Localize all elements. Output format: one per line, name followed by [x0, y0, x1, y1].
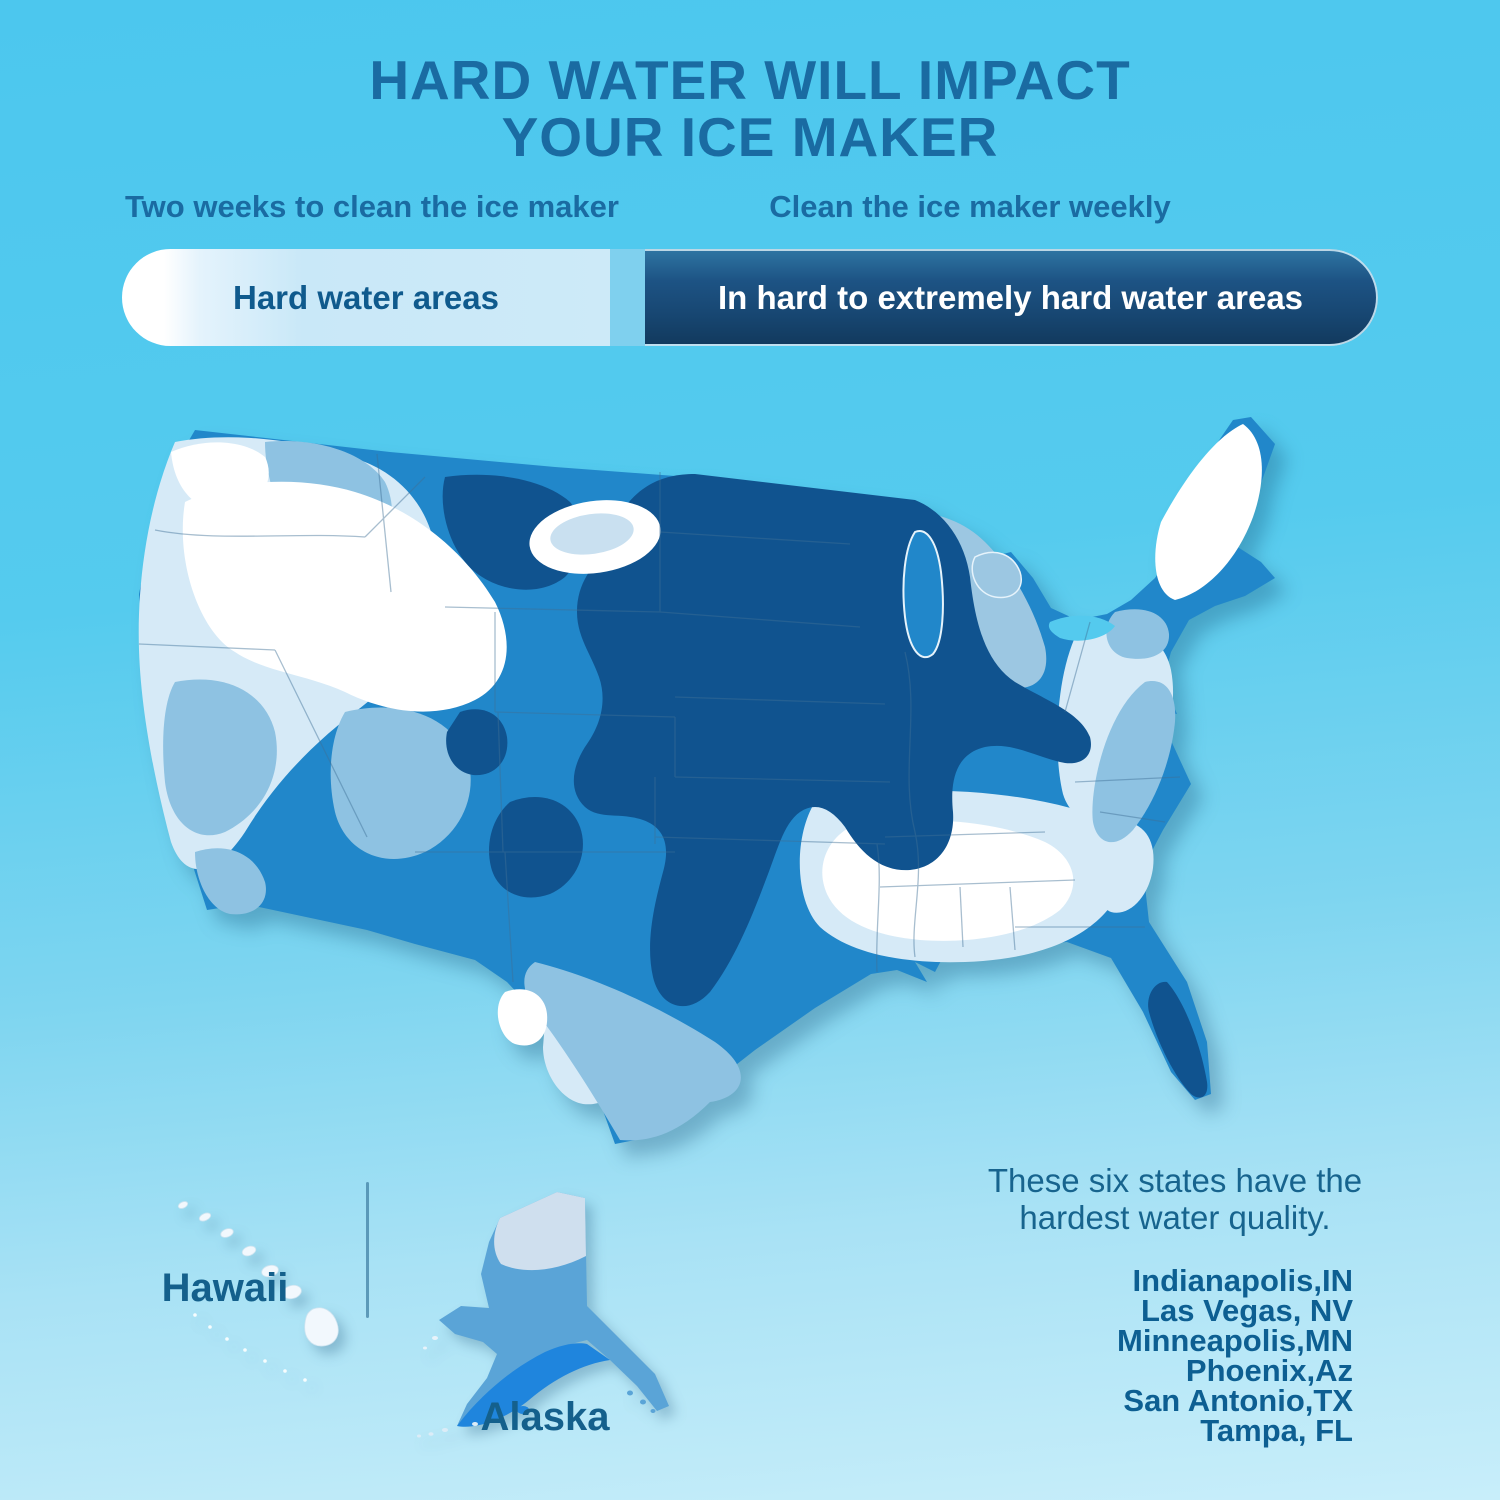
- page-title-line2: YOUR ICE MAKER: [501, 106, 999, 168]
- alaska-south-vivid: [457, 1343, 610, 1427]
- footer-heading-line2: hardest water quality.: [1019, 1199, 1331, 1236]
- inset-divider-line: [366, 1182, 369, 1318]
- alaska-north-pale: [494, 1192, 586, 1271]
- lake-michigan: [902, 530, 944, 659]
- hardness-legend-bar: Hard water areas In hard to extremely ha…: [122, 249, 1378, 346]
- legend-segment-hard-label: Hard water areas: [233, 278, 499, 316]
- hawaii-inset-map: [177, 1201, 339, 1382]
- city-list-item: Tampa, FL: [1200, 1413, 1353, 1448]
- great-lakes: [902, 530, 1115, 659]
- city-list-item: Las Vegas, NV: [1141, 1293, 1353, 1328]
- footer-heading: These six states have the hardest water …: [945, 1162, 1405, 1236]
- hawaii-trailing-islets: [193, 1313, 307, 1382]
- montana-white-oval: [529, 500, 661, 574]
- city-list-item: Indianapolis,IN: [1132, 1263, 1353, 1298]
- legend-segment-hard: Hard water areas: [122, 249, 610, 346]
- city-list-item: Minneapolis,MN: [1117, 1323, 1353, 1358]
- alaska-islands: [417, 1336, 656, 1438]
- legend-segment-separator: [610, 249, 645, 346]
- alaska-inset-map: [417, 1192, 669, 1438]
- lake-erie: [1048, 615, 1115, 641]
- page-title: HARD WATER WILL IMPACT YOUR ICE MAKER: [0, 52, 1500, 166]
- page-title-line1: HARD WATER WILL IMPACT: [369, 49, 1131, 111]
- alaska-label: Alaska: [480, 1395, 610, 1439]
- hawaii-label: Hawaii: [161, 1266, 289, 1310]
- state-borders: [138, 453, 1181, 983]
- legend-caption-right: Clean the ice maker weekly: [769, 189, 1171, 224]
- hawaii-big-island: [304, 1307, 339, 1347]
- lake-huron: [971, 551, 1022, 599]
- footer-heading-line1: These six states have the: [987, 1162, 1363, 1199]
- hawaii-islands: [177, 1201, 339, 1347]
- hardest-water-city-list: Indianapolis,IN Las Vegas, NV Minneapoli…: [1117, 1263, 1353, 1448]
- city-list-item: Phoenix,Az: [1185, 1353, 1353, 1388]
- us-hardness-map: [138, 417, 1275, 1144]
- legend-caption-left: Two weeks to clean the ice maker: [125, 189, 619, 224]
- legend-segment-extreme: In hard to extremely hard water areas: [645, 249, 1378, 346]
- city-list-item: San Antonio,TX: [1123, 1383, 1353, 1418]
- legend-segment-extreme-label: In hard to extremely hard water areas: [717, 278, 1304, 316]
